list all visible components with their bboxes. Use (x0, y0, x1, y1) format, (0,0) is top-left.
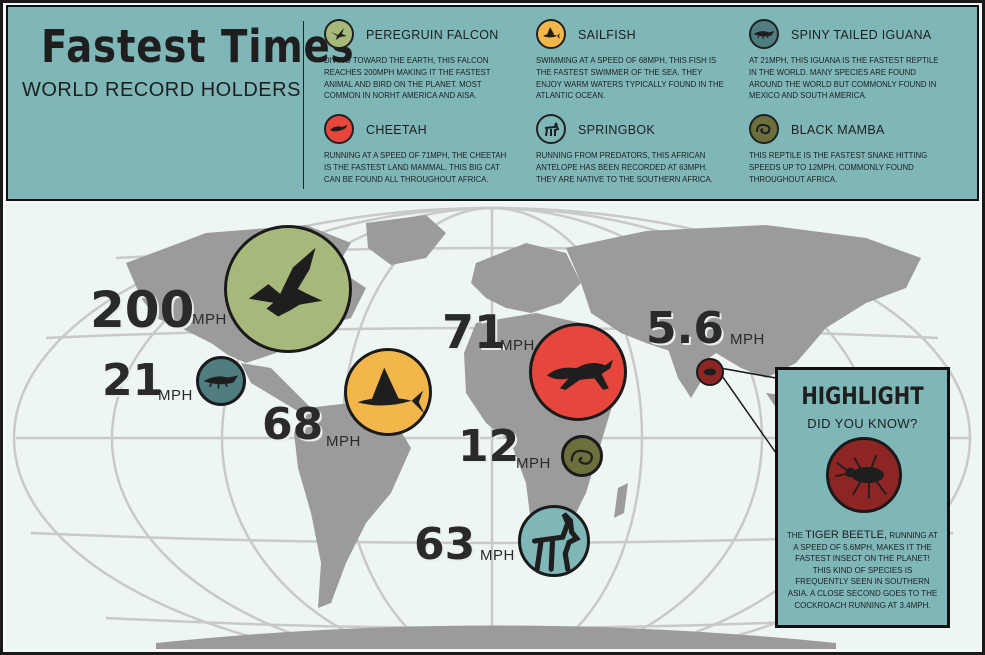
springbok-speed-unit: MPH (480, 547, 515, 564)
header-divider (303, 21, 304, 189)
cheetah-speed: 71 (442, 305, 507, 359)
highlight-lead: THE (786, 531, 803, 540)
springbok-speed: 63 (414, 519, 476, 570)
animal-name: PEREGRUIN FALCON (366, 28, 499, 42)
tiger-beetle-icon (704, 368, 716, 376)
mamba-icon (570, 449, 593, 465)
animal-name: SPRINGBOK (578, 123, 656, 137)
highlight-text: THE TIGER BEETLE, RUNNING AT A SPEED OF … (786, 529, 939, 611)
springbok-icon (531, 512, 581, 572)
animal-description: RUNNING FROM PREDATORS, THIS AFRICAN ANT… (536, 151, 713, 184)
sailfish-speed: 68 (262, 399, 324, 450)
cheetah-badge (529, 323, 627, 421)
animal-name: CHEETAH (366, 123, 427, 137)
falcon-speed-unit: MPH (192, 311, 227, 328)
animal-name: SAILFISH (578, 28, 636, 42)
springbok-icon (536, 114, 566, 144)
tiger-beetle-badge (826, 437, 902, 513)
mamba-speed-unit: MPH (516, 455, 551, 472)
mamba-icon (749, 114, 779, 144)
falcon-badge (224, 225, 352, 353)
highlight-panel: HIGHLIGHT DID YOU KNOW? THE TIGER BEETLE… (775, 367, 950, 628)
beetle-badge (696, 358, 724, 386)
iguana-speed-unit: MPH (158, 387, 193, 404)
animal-name: SPINY TAILED IGUANA (791, 28, 932, 42)
sailfish-speed-unit: MPH (326, 433, 361, 450)
falcon-speed: 200 (90, 281, 195, 339)
animal-name: BLACK MAMBA (791, 123, 885, 137)
beetle-speed-unit: MPH (730, 331, 765, 348)
page-subtitle: WORLD RECORD HOLDERS (22, 79, 301, 101)
highlight-title: HIGHLIGHT (801, 382, 924, 410)
beetle-speed: 5.6 (646, 303, 724, 354)
animal-description: RUNNING AT A SPEED OF 71MPH, THE CHEETAH… (324, 151, 507, 184)
highlight-body: RUNNING AT A SPEED OF 5.6MPH, MAKES IT T… (787, 531, 939, 610)
mamba-speed: 12 (458, 421, 520, 472)
cheetah-speed-unit: MPH (500, 337, 535, 354)
iguana-icon (749, 19, 779, 49)
sailfish-icon (536, 19, 566, 49)
header-panel: Fastest Times WORLD RECORD HOLDERS PEREG… (6, 5, 979, 201)
animal-description: DIVING TOWARD THE EARTH, THIS FALCON REA… (324, 56, 491, 101)
sailfish-icon (357, 367, 425, 414)
animal-description: SWIMMING AT A SPEED OF 68MPH, THIS FISH … (536, 56, 724, 101)
highlight-subtitle: DID YOU KNOW? (807, 416, 918, 431)
cheetah-icon (324, 114, 354, 144)
animal-description: THIS REPTILE IS THE FASTEST SNAKE HITTIN… (749, 151, 928, 184)
cheetah-icon (546, 359, 614, 390)
mamba-badge (561, 435, 603, 477)
tiger-beetle-icon (835, 454, 888, 499)
sailfish-badge (344, 348, 432, 436)
springbok-badge (518, 505, 590, 577)
animal-description: AT 21MPH, THIS IGUANA IS THE FASTEST REP… (749, 56, 939, 101)
iguana-icon (204, 375, 238, 389)
iguana-speed: 21 (102, 355, 164, 406)
falcon-icon (324, 19, 354, 49)
highlight-emphasis: TIGER BEETLE, (805, 529, 888, 541)
falcon-icon (248, 247, 323, 317)
iguana-badge (196, 356, 246, 406)
